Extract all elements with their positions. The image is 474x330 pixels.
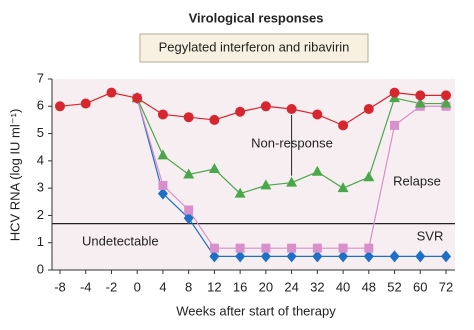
data-point (286, 104, 297, 115)
y-tick-label: 2 (37, 207, 44, 222)
chart-subtitle: Pegylated interferon and ribavirin (159, 39, 350, 54)
data-point (312, 109, 323, 120)
subtitle-box (139, 33, 369, 63)
annotation: Non-response (251, 135, 333, 150)
data-point (312, 243, 322, 253)
data-point (209, 243, 219, 253)
y-tick-label: 0 (37, 261, 44, 276)
data-point (390, 120, 400, 130)
y-tick-label: 5 (37, 125, 44, 140)
x-tick-label: -8 (54, 279, 66, 294)
data-point (363, 171, 375, 182)
data-point (235, 106, 246, 117)
data-point (260, 179, 272, 190)
data-point (260, 250, 271, 263)
annotation: Relapse (393, 173, 441, 188)
data-point (337, 182, 349, 193)
data-point (80, 98, 91, 109)
data-point (55, 101, 65, 112)
data-point (441, 250, 451, 263)
y-tick-label: 4 (37, 152, 44, 167)
x-axis-title: Weeks after start of therapy (176, 303, 336, 318)
data-point (234, 187, 246, 198)
x-tick-label: 32 (310, 279, 324, 294)
data-point (414, 97, 426, 108)
data-point (363, 250, 374, 263)
data-point (183, 168, 195, 179)
data-point (440, 97, 452, 108)
x-tick-label: -2 (106, 279, 118, 294)
x-tick-label: 0 (134, 279, 141, 294)
data-point (338, 243, 348, 253)
y-tick-label: 3 (37, 180, 44, 195)
data-point (364, 243, 374, 253)
data-point (132, 93, 143, 104)
x-tick-label: 40 (336, 279, 350, 294)
data-point (389, 87, 400, 98)
chart-title: Virological responses (189, 10, 324, 25)
x-tick-label: 4 (159, 279, 166, 294)
x-tick-label: 24 (284, 279, 298, 294)
x-tick-label: 16 (233, 279, 247, 294)
x-tick-label: -4 (80, 279, 92, 294)
data-point (389, 250, 400, 263)
y-axis-title: HCV RNA (log IU ml⁻¹) (7, 109, 22, 242)
x-tick-label: 52 (387, 279, 401, 294)
data-point (184, 205, 194, 215)
data-point (209, 114, 220, 125)
data-point (338, 120, 349, 131)
y-tick-label: 7 (37, 70, 44, 85)
data-point (415, 250, 426, 263)
data-point (441, 90, 451, 101)
data-point (286, 176, 298, 187)
x-tick-label: 8 (185, 279, 192, 294)
y-tick-label: 6 (37, 98, 44, 113)
data-point (157, 149, 169, 160)
annotation: SVR (417, 228, 444, 243)
x-tick-label: 72 (439, 279, 453, 294)
plot-area (52, 79, 455, 270)
data-point (208, 163, 220, 174)
data-point (415, 90, 426, 101)
data-point (235, 243, 245, 253)
x-tick-label: 48 (362, 279, 376, 294)
x-tick-label: 20 (259, 279, 273, 294)
annotation: Undetectable (82, 233, 159, 248)
data-point (311, 165, 323, 176)
data-point (261, 243, 271, 253)
data-point (363, 104, 374, 115)
y-tick-label: 1 (37, 234, 44, 249)
data-point (158, 180, 168, 190)
data-point (106, 87, 117, 98)
data-point (312, 250, 323, 263)
series-line (59, 92, 446, 127)
x-tick-label: 12 (207, 279, 221, 294)
data-point (235, 250, 246, 263)
data-point (260, 101, 271, 112)
data-point (183, 112, 194, 123)
data-point (287, 243, 297, 253)
x-tick-label: 60 (413, 279, 427, 294)
data-point (183, 212, 194, 225)
data-point (209, 250, 220, 263)
data-point (338, 250, 349, 263)
data-point (286, 250, 297, 263)
data-point (157, 109, 168, 120)
data-point (157, 187, 168, 200)
